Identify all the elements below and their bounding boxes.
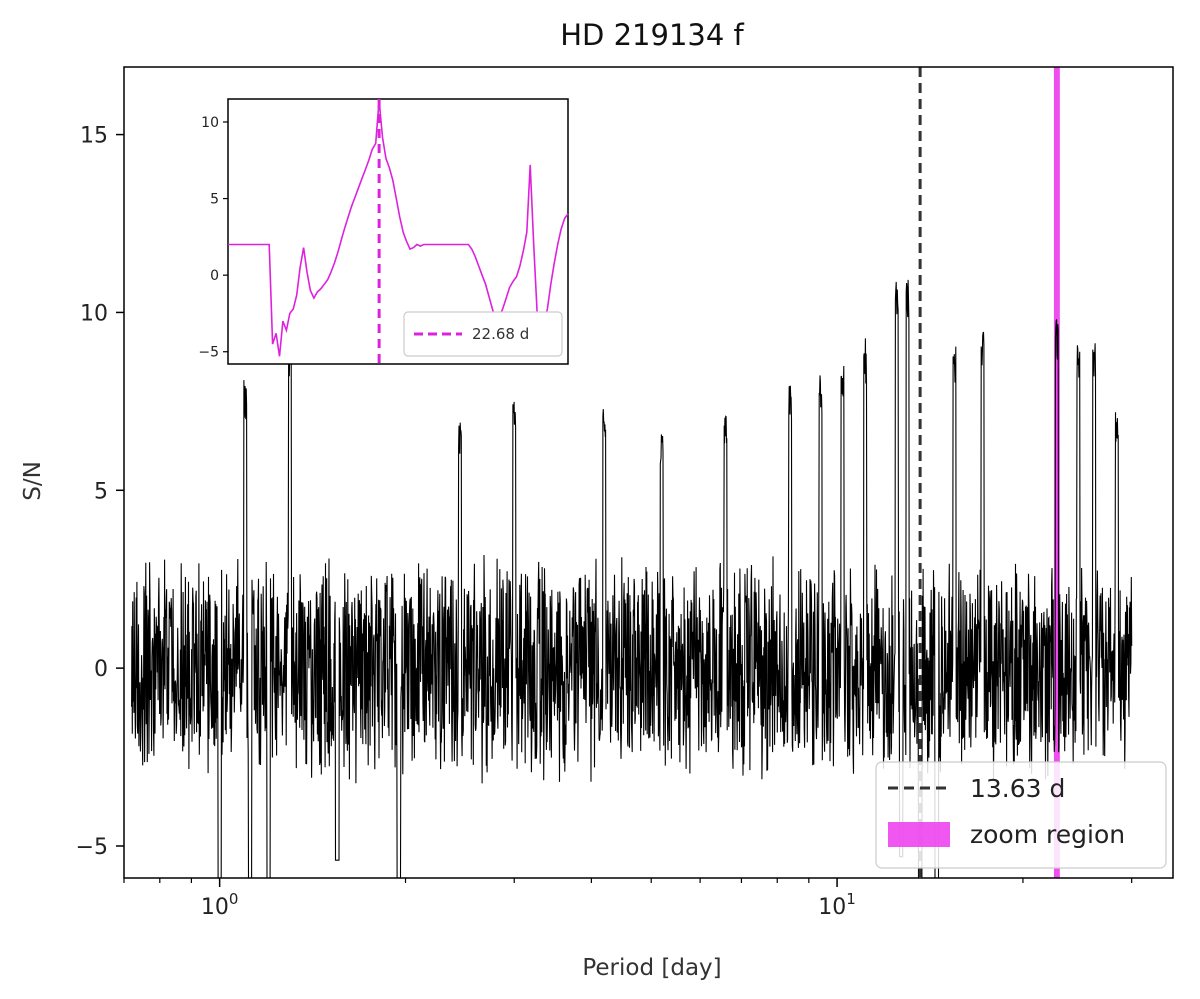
y-tick-label: −5 bbox=[76, 835, 108, 860]
y-tick-label: 5 bbox=[94, 479, 108, 504]
y-axis-label: S/N bbox=[20, 461, 46, 501]
inset-series-line bbox=[228, 100, 569, 357]
zoom-region-rect bbox=[1053, 67, 1060, 878]
inset-chart: −5 0 5 10 22.68 d bbox=[198, 98, 569, 365]
chart-title: HD 219134 f bbox=[560, 18, 744, 52]
inset-y-axis: −5 0 5 10 bbox=[198, 115, 228, 361]
legend-label-zoom: zoom region bbox=[970, 820, 1125, 849]
x-tick-label: 100 bbox=[201, 890, 239, 920]
inset-y-tick-label: 10 bbox=[201, 115, 219, 131]
x-axis: 100 101 bbox=[123, 878, 1133, 920]
inset-y-tick-label: −5 bbox=[198, 345, 219, 361]
legend: 13.63 d zoom region bbox=[875, 761, 1167, 869]
inset-legend: 22.68 d bbox=[403, 311, 563, 357]
y-axis: −5 0 5 10 15 bbox=[76, 124, 124, 860]
inset-y-tick-label: 0 bbox=[210, 268, 219, 284]
y-tick-label: 0 bbox=[94, 657, 108, 682]
x-tick-label: 101 bbox=[818, 890, 856, 920]
inset-legend-box bbox=[403, 311, 563, 357]
plot-frame bbox=[123, 66, 1174, 879]
legend-swatch-zoom bbox=[888, 822, 950, 847]
y-tick-label: 10 bbox=[80, 301, 108, 326]
zoom-region-band bbox=[1053, 67, 1060, 878]
legend-label-period: 13.63 d bbox=[970, 774, 1065, 803]
inset-y-tick-label: 5 bbox=[210, 192, 219, 208]
inset-legend-label: 22.68 d bbox=[472, 325, 529, 343]
x-axis-label: Period [day] bbox=[582, 955, 721, 981]
y-tick-label: 15 bbox=[80, 124, 108, 149]
series-line bbox=[131, 279, 1133, 879]
